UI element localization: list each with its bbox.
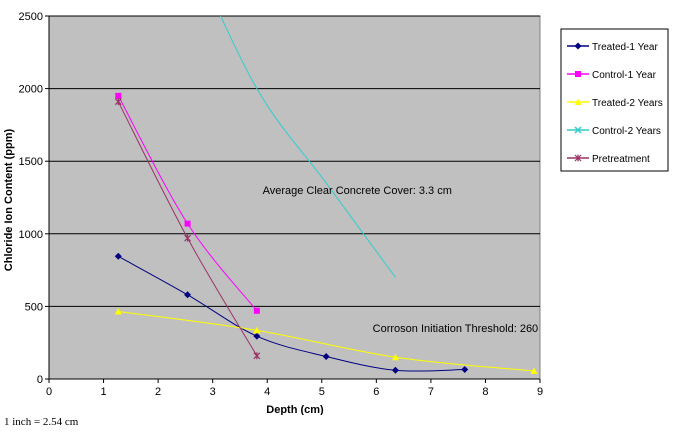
legend-marker <box>575 71 581 77</box>
data-point <box>184 220 191 227</box>
data-point <box>461 366 469 374</box>
x-tick-label: 6 <box>373 386 379 398</box>
x-tick-label: 7 <box>428 386 434 398</box>
series-line <box>118 255 465 372</box>
data-point <box>322 352 330 360</box>
footnote: 1 inch = 2.54 cm <box>4 416 79 428</box>
legend-marker <box>574 126 582 134</box>
data-point <box>530 367 538 375</box>
series-line <box>220 16 396 278</box>
x-tick-label: 8 <box>482 386 488 398</box>
data-point <box>391 353 399 361</box>
data-point <box>114 98 122 106</box>
data-point <box>184 234 191 242</box>
data-point <box>115 92 122 99</box>
y-tick-label: 1000 <box>19 229 43 241</box>
y-tick-label: 2500 <box>19 11 43 23</box>
marker-layer <box>114 92 538 375</box>
legend-label: Treated-1 Year <box>592 42 658 53</box>
annotations: Average Clear Concrete Cover: 3.3 cm Corr… <box>263 185 539 335</box>
data-point <box>253 332 261 340</box>
annotation-label: Average Clear Concrete Cover: 3.3 cm <box>263 185 452 197</box>
plot-area <box>48 15 541 380</box>
legend-marker <box>574 42 582 50</box>
gridlines <box>49 15 540 307</box>
x-tick-label: 5 <box>319 386 325 398</box>
legend-label: Control-2 Years <box>592 126 661 137</box>
y-tick-label: 500 <box>25 301 43 313</box>
y-tick-label: 0 <box>37 374 43 386</box>
data-point <box>391 366 399 374</box>
axes: 0 500 1000 1500 2000 2500 0 1 2 3 4 5 6 7 8 9 <box>19 11 544 398</box>
x-axis-title: Depth (cm) <box>266 404 324 415</box>
legend-label: Treated-2 Years <box>592 98 663 109</box>
x-tick-label: 3 <box>210 386 216 398</box>
x-tick-label: 9 <box>537 386 543 398</box>
data-point <box>184 291 192 299</box>
x-tick-label: 2 <box>155 386 161 398</box>
x-tick-label: 1 <box>100 386 106 398</box>
annotation-label: Corroson Initiation Threshold: 260 <box>373 323 539 335</box>
legend-box <box>560 28 669 172</box>
data-point <box>253 326 261 334</box>
legend-marker <box>574 98 582 105</box>
legend-label: Pretreatment <box>592 154 650 165</box>
legend: Treated-1 Year Control-1 Year Treated-2 Ye… <box>560 28 669 172</box>
y-tick-label: 2000 <box>19 84 43 96</box>
chart: 0 500 1000 1500 2000 2500 0 1 2 3 4 5 6 7 8 9 Average C… <box>3 11 669 415</box>
data-point <box>114 252 122 260</box>
y-tick-label: 1500 <box>19 156 43 168</box>
series-line <box>118 310 535 372</box>
legend-label: Control-1 Year <box>592 70 657 81</box>
x-tick-label: 4 <box>264 386 270 398</box>
legend-marker <box>574 154 582 162</box>
data-point <box>114 307 122 315</box>
data-point <box>253 352 261 360</box>
data-point <box>253 307 260 314</box>
x-tick-label: 0 <box>46 386 52 398</box>
y-axis-title: Chloride Ion Content (ppm) <box>3 128 15 271</box>
